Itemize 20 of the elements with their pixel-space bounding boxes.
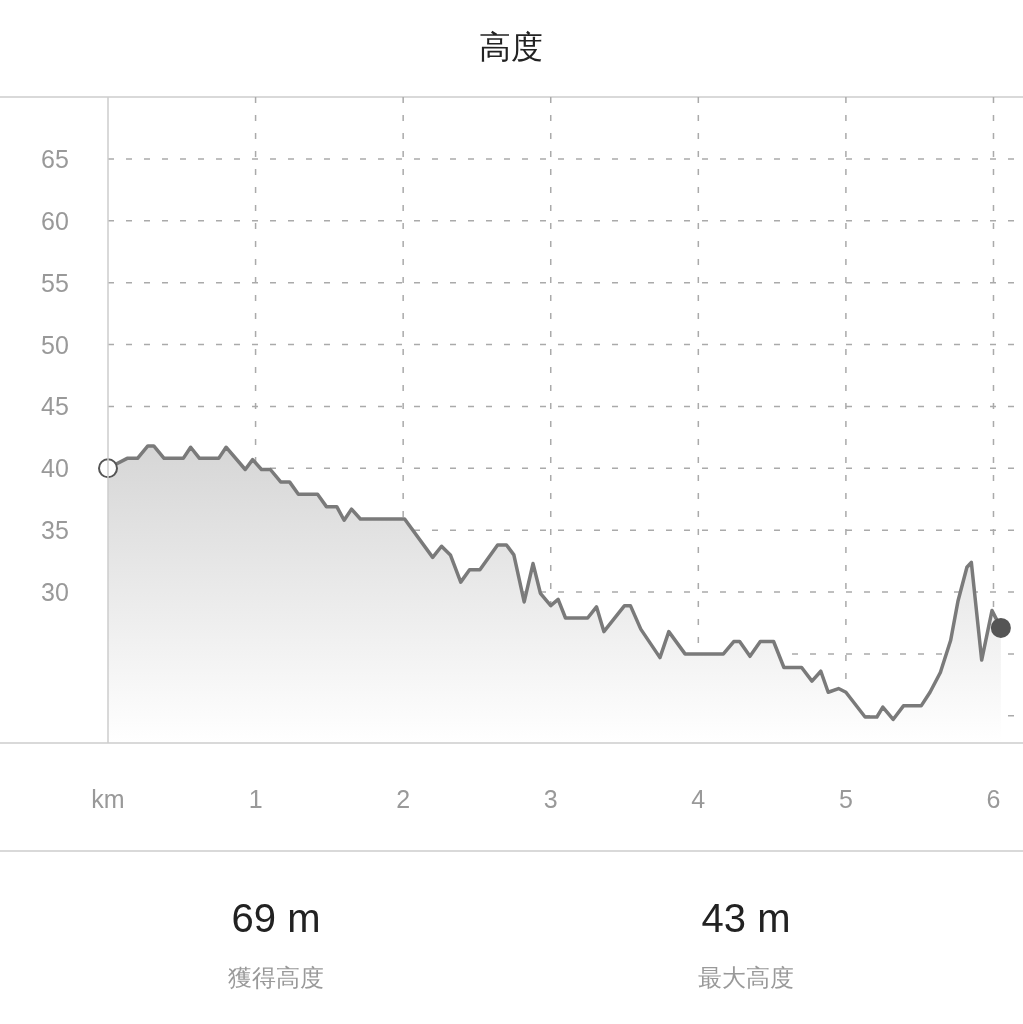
x-tick-label: 1 <box>248 785 263 813</box>
y-tick-label: 60 <box>41 206 69 235</box>
y-tick-label: 55 <box>41 268 69 297</box>
y-tick-label: 35 <box>41 516 69 545</box>
x-tick-label: km <box>91 785 125 813</box>
x-tick-label: 5 <box>838 785 853 813</box>
x-tick-label: 3 <box>543 785 558 813</box>
text: 43 m <box>701 896 791 940</box>
y-tick-label: 65 <box>41 144 69 173</box>
text: 69 m <box>231 896 321 940</box>
x-tick-label: 2 <box>396 785 411 813</box>
text: 最大高度 <box>698 964 794 991</box>
y-tick-label: 40 <box>41 454 69 483</box>
y-tick-label: 45 <box>41 392 69 421</box>
y-tick-label: 50 <box>41 330 69 359</box>
chart-title: 高度 <box>479 29 543 65</box>
x-tick-label: 6 <box>986 785 1001 813</box>
text: 獲得高度 <box>228 964 324 991</box>
x-tick-label: 4 <box>691 785 706 813</box>
y-tick-label: 30 <box>41 578 69 607</box>
